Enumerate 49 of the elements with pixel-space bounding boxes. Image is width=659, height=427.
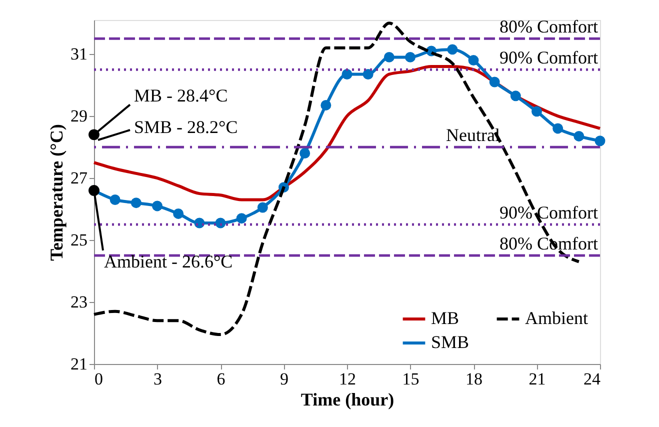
y-tick-label: 31 xyxy=(70,44,88,64)
point xyxy=(468,55,479,66)
x-tick-label: 24 xyxy=(584,370,601,388)
x-tick-label: 12 xyxy=(339,370,356,388)
point xyxy=(152,200,162,212)
point xyxy=(405,52,416,62)
point xyxy=(510,90,521,102)
point xyxy=(384,52,394,62)
y-tick-label: 25 xyxy=(70,230,88,250)
point xyxy=(320,100,332,110)
x-tick-label: 3 xyxy=(154,370,162,388)
point xyxy=(552,123,564,134)
x-tick-label: 6 xyxy=(216,370,226,388)
annotation: Ambient - 26.6°C xyxy=(104,251,233,272)
point xyxy=(594,136,606,146)
x-tick-label: 18 xyxy=(466,370,482,388)
x-tick-label: 0 xyxy=(94,370,103,388)
line-series xyxy=(92,64,602,202)
point xyxy=(362,69,374,80)
point xyxy=(300,148,310,158)
point xyxy=(215,218,226,228)
y-tick-label: 29 xyxy=(70,106,88,126)
point xyxy=(110,194,120,205)
legend-label: MB xyxy=(431,308,460,328)
ref-line-label: 90% Comfort xyxy=(500,202,598,223)
ref-line-label: Neutral xyxy=(446,125,500,146)
legend-label: SMB xyxy=(431,332,470,352)
ref-line-label: 90% Comfort xyxy=(500,48,598,68)
y-axis-title: Temperature (°C) xyxy=(46,124,66,261)
point xyxy=(574,130,584,142)
point xyxy=(236,213,247,224)
point xyxy=(130,198,142,208)
point xyxy=(447,44,458,55)
x-axis-title: Time (hour) xyxy=(300,390,394,410)
x-tick-label: 9 xyxy=(280,370,288,388)
y-tick-label: 27 xyxy=(70,168,88,188)
point xyxy=(173,208,184,219)
point xyxy=(257,202,268,213)
x-tick-label: 21 xyxy=(528,370,546,388)
point xyxy=(342,69,352,80)
y-tick-label: 23 xyxy=(70,292,88,312)
annotation: SMB - 28.2°C xyxy=(134,117,238,137)
point xyxy=(489,76,500,88)
x-tick-label: 15 xyxy=(402,370,420,388)
point xyxy=(532,106,542,117)
ref-line-label: 80% Comfort xyxy=(500,16,598,37)
y-tick-label: 21 xyxy=(70,354,88,374)
annotation: MB - 28.4°C xyxy=(134,86,228,106)
legend-label: Ambient xyxy=(525,308,588,328)
